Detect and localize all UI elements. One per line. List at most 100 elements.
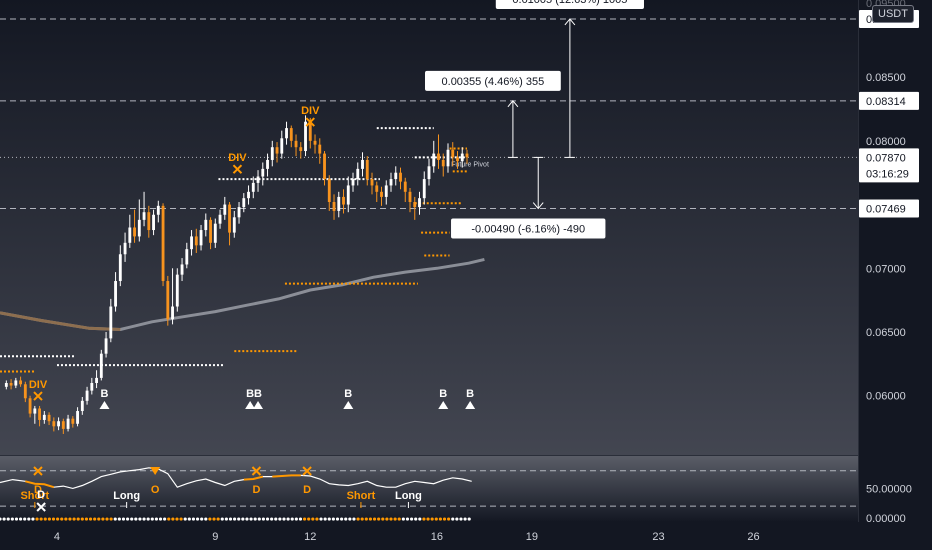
candle-body[interactable] — [199, 230, 203, 246]
candle-body[interactable] — [432, 153, 436, 167]
candle-body[interactable] — [456, 157, 459, 162]
candle-body[interactable] — [351, 179, 355, 186]
candle-body[interactable] — [152, 214, 155, 231]
candle-body[interactable] — [427, 166, 431, 180]
candle-body[interactable] — [413, 202, 417, 208]
candle-body[interactable] — [441, 159, 445, 167]
candle-body[interactable] — [308, 121, 312, 141]
candle-body[interactable] — [133, 227, 136, 237]
candle-body[interactable] — [137, 219, 141, 237]
candle-body[interactable] — [175, 274, 179, 307]
candle-body[interactable] — [323, 153, 326, 180]
candle-body[interactable] — [318, 144, 322, 154]
candle-body[interactable] — [294, 140, 298, 148]
candle-body[interactable] — [370, 179, 374, 186]
candle-body[interactable] — [171, 306, 174, 320]
candle-body[interactable] — [76, 411, 79, 424]
candle-body[interactable] — [332, 202, 336, 211]
candle-body[interactable] — [418, 198, 421, 208]
candle-body[interactable] — [99, 353, 103, 378]
candle-body[interactable] — [451, 149, 455, 158]
candle-body[interactable] — [223, 204, 227, 215]
candle-body[interactable] — [299, 147, 303, 152]
candle-body[interactable] — [80, 400, 84, 412]
candle-body[interactable] — [4, 382, 8, 387]
candle-body[interactable] — [266, 159, 269, 169]
candle-body[interactable] — [403, 181, 407, 192]
candle-body[interactable] — [128, 227, 132, 243]
last-price-tag[interactable] — [859, 148, 919, 183]
candle-body[interactable] — [95, 377, 98, 383]
candle-body[interactable] — [156, 205, 160, 215]
candle-body[interactable] — [247, 191, 250, 199]
candle-body[interactable] — [261, 168, 265, 177]
candle-body[interactable] — [85, 390, 89, 401]
candle-body[interactable] — [327, 179, 331, 203]
candle-body[interactable] — [394, 172, 398, 180]
candle-body[interactable] — [57, 421, 60, 427]
candle-body[interactable] — [19, 380, 23, 385]
price-axis[interactable]: 0.085000.080000.075000.070000.065000.060… — [859, 0, 919, 525]
candle-body[interactable] — [232, 217, 236, 233]
candle-body[interactable] — [185, 249, 189, 265]
candle-body[interactable] — [161, 205, 165, 282]
candle-body[interactable] — [242, 198, 246, 208]
price-level-tag[interactable] — [859, 199, 919, 218]
candle-body[interactable] — [190, 236, 193, 250]
candle-body[interactable] — [166, 281, 170, 320]
candle-body[interactable] — [42, 414, 46, 420]
candle-body[interactable] — [194, 236, 198, 246]
candle-body[interactable] — [361, 159, 364, 169]
candle-body[interactable] — [213, 223, 217, 243]
candle-body[interactable] — [270, 147, 274, 160]
candle-body[interactable] — [118, 254, 122, 282]
candle-body[interactable] — [71, 418, 75, 424]
candle-body[interactable] — [180, 264, 184, 275]
candle-body[interactable] — [422, 179, 426, 199]
measure-label-box[interactable] — [495, 0, 644, 9]
candle-body[interactable] — [204, 219, 208, 231]
candle-body[interactable] — [209, 219, 212, 243]
candle-body[interactable] — [346, 185, 350, 205]
candle-body[interactable] — [375, 185, 379, 192]
candle-body[interactable] — [289, 128, 293, 141]
candle-body[interactable] — [66, 418, 70, 429]
candle-body[interactable] — [437, 153, 440, 160]
price-level-tag[interactable] — [859, 91, 919, 110]
candle-body[interactable] — [313, 140, 317, 145]
candle-body[interactable] — [342, 196, 345, 205]
candle-body[interactable] — [109, 306, 113, 339]
candle-body[interactable] — [104, 338, 108, 354]
candle-body[interactable] — [90, 382, 94, 391]
candle-body[interactable] — [38, 408, 42, 420]
candle-body[interactable] — [218, 214, 222, 224]
candle-body[interactable] — [399, 172, 402, 182]
measure-label-box[interactable] — [425, 70, 561, 91]
candle-body[interactable] — [52, 421, 56, 427]
candle-body[interactable] — [304, 121, 307, 152]
candle-body[interactable] — [33, 408, 37, 414]
candle-body[interactable] — [142, 212, 146, 220]
candle-body[interactable] — [256, 176, 260, 183]
candle-body[interactable] — [251, 182, 255, 192]
candle-body[interactable] — [446, 149, 450, 167]
time-axis[interactable]: 4 9 12 16 19 23 26 — [54, 531, 760, 543]
candle-body[interactable] — [356, 168, 360, 180]
candle-body[interactable] — [285, 128, 288, 139]
candle-body[interactable] — [61, 421, 65, 429]
candle-body[interactable] — [123, 242, 127, 255]
candle-body[interactable] — [365, 159, 369, 180]
candle-body[interactable] — [280, 138, 284, 154]
candle-body[interactable] — [460, 153, 464, 162]
candle-body[interactable] — [380, 191, 383, 197]
candle-body[interactable] — [28, 398, 32, 414]
candle-body[interactable] — [147, 212, 151, 231]
quote-unit-badge[interactable]: USDT — [872, 5, 914, 23]
candle-body[interactable] — [465, 153, 469, 158]
candle-body[interactable] — [228, 204, 231, 233]
candle-body[interactable] — [9, 382, 13, 386]
candle-body[interactable] — [337, 196, 341, 211]
candle-body[interactable] — [23, 384, 27, 399]
candle-body[interactable] — [237, 207, 241, 218]
